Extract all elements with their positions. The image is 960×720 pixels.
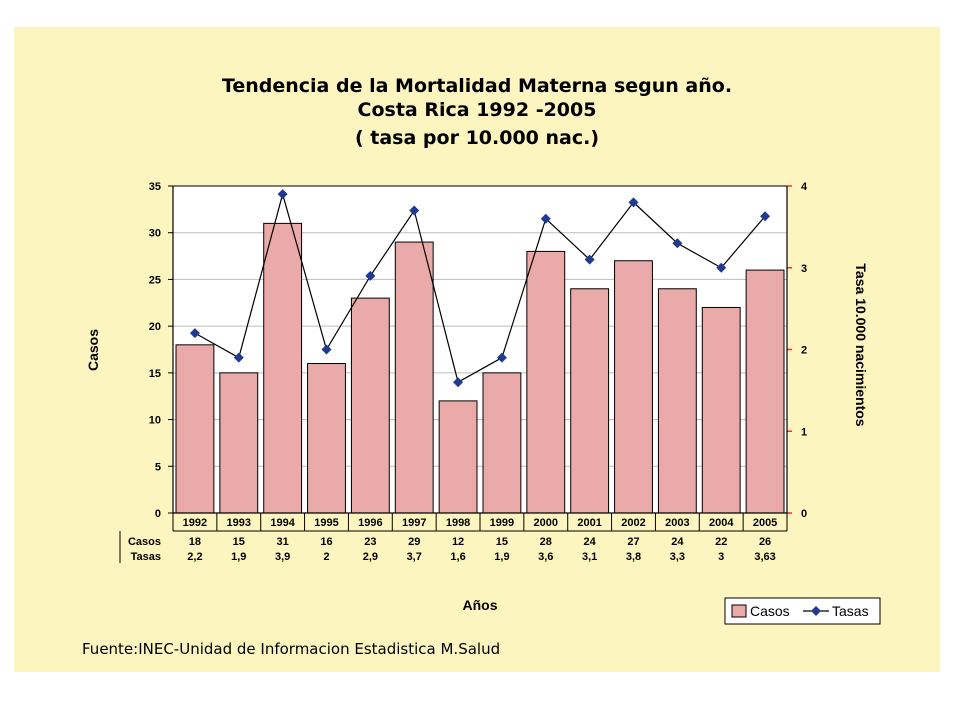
table-cell-casos: 27 xyxy=(627,536,639,548)
left-tick-label: 35 xyxy=(149,181,161,193)
legend-swatch-casos xyxy=(731,604,747,618)
legend-box xyxy=(724,597,881,625)
left-tick-label: 30 xyxy=(149,228,161,240)
category-label: 1992 xyxy=(183,517,207,529)
table-cell-tasas: 3,1 xyxy=(582,551,597,563)
category-label: 1993 xyxy=(227,517,251,529)
legend-label-tasas: Tasas xyxy=(832,603,869,619)
category-label: 2005 xyxy=(753,517,777,529)
table-cell-casos: 26 xyxy=(759,536,771,548)
bar xyxy=(263,222,303,514)
table-cell-tasas: 2,2 xyxy=(187,551,202,563)
table-cell-tasas: 3,9 xyxy=(275,551,290,563)
table-cell-casos: 31 xyxy=(277,536,289,548)
bar xyxy=(745,269,785,514)
right-tick-label: 3 xyxy=(801,263,807,275)
category-label: 1998 xyxy=(446,517,470,529)
tasas-marker xyxy=(760,211,771,222)
table-cell-casos: 18 xyxy=(189,536,201,548)
tasas-marker xyxy=(321,344,332,355)
table-cell-casos: 15 xyxy=(496,536,508,548)
category-label: 1997 xyxy=(402,517,426,529)
tasas-marker xyxy=(277,189,288,200)
bar xyxy=(526,250,566,514)
left-tick-label: 10 xyxy=(149,415,161,427)
chart-title-line2: Costa Rica 1992 -2005 xyxy=(357,99,597,121)
table-cell-casos: 15 xyxy=(233,536,245,548)
tasas-marker xyxy=(189,328,200,339)
legend-label-casos: Casos xyxy=(750,603,790,619)
bar xyxy=(657,288,697,514)
table-cell-tasas: 2 xyxy=(323,551,329,563)
tasas-marker xyxy=(672,238,683,249)
bar xyxy=(438,400,478,514)
category-label: 1994 xyxy=(270,517,295,529)
table-cell-tasas: 3,6 xyxy=(538,551,553,563)
left-tick-label: 5 xyxy=(155,461,161,473)
bar xyxy=(175,344,215,514)
table-cell-tasas: 3,8 xyxy=(626,551,641,563)
table-cell-casos: 28 xyxy=(540,536,552,548)
chart-title-line3: ( tasa por 10.000 nac.) xyxy=(354,127,600,149)
bar xyxy=(307,363,346,514)
table-cell-casos: 24 xyxy=(584,536,597,548)
table-cell-casos: 16 xyxy=(320,536,332,548)
table-cell-tasas: 3,3 xyxy=(670,551,685,563)
y2-axis-label: Tasa 10.000 nacimientos xyxy=(853,263,869,426)
bar xyxy=(394,241,434,514)
category-label: 1995 xyxy=(314,517,338,529)
tasas-marker xyxy=(628,197,639,208)
bar xyxy=(701,306,741,514)
source-note: Fuente:INEC-Unidad de Informacion Estadi… xyxy=(82,640,501,658)
category-label: 2002 xyxy=(621,517,645,529)
category-label: 2003 xyxy=(665,517,689,529)
table-cell-casos: 23 xyxy=(364,536,376,548)
table-row-label-casos: Casos xyxy=(128,536,161,548)
bar xyxy=(614,260,653,514)
category-label: 1996 xyxy=(358,517,382,529)
tasas-marker xyxy=(716,262,727,273)
left-tick-label: 15 xyxy=(149,368,161,380)
table-cell-tasas: 2,9 xyxy=(363,551,378,563)
tasas-marker xyxy=(365,270,376,281)
left-tick-label: 20 xyxy=(149,321,161,333)
table-cell-tasas: 3 xyxy=(718,551,724,563)
category-label: 2001 xyxy=(577,517,601,529)
bar xyxy=(482,372,522,514)
legend-marker-tasas xyxy=(811,606,821,616)
table-cell-tasas: 1,6 xyxy=(450,551,465,563)
table-cell-casos: 24 xyxy=(671,536,684,548)
table-cell-casos: 29 xyxy=(408,536,420,548)
table-cell-tasas: 1,9 xyxy=(494,551,509,563)
y-axis-label: Casos xyxy=(85,329,101,371)
x-axis-label: Años xyxy=(463,597,498,613)
right-tick-label: 0 xyxy=(801,508,807,520)
table-cell-tasas: 1,9 xyxy=(231,551,246,563)
bar xyxy=(570,288,610,514)
right-tick-label: 1 xyxy=(801,426,807,438)
tasas-line xyxy=(194,191,766,384)
tasas-marker xyxy=(453,377,464,388)
left-tick-label: 0 xyxy=(155,508,161,520)
tasas-marker xyxy=(540,213,551,224)
category-label: 2004 xyxy=(709,517,734,529)
table-cell-casos: 22 xyxy=(715,536,727,548)
table-cell-casos: 12 xyxy=(452,536,464,548)
table-cell-tasas: 3,63 xyxy=(754,551,775,563)
tasas-marker xyxy=(409,205,420,216)
tasas-marker xyxy=(496,352,507,363)
bar xyxy=(219,372,259,514)
left-tick-label: 25 xyxy=(149,274,161,286)
right-tick-label: 4 xyxy=(801,181,808,193)
category-label: 1999 xyxy=(490,517,514,529)
table-row-label-tasas: Tasas xyxy=(131,551,161,563)
category-label: 2000 xyxy=(534,517,558,529)
bar xyxy=(350,297,390,514)
tasas-marker xyxy=(233,352,244,363)
right-tick-label: 2 xyxy=(801,345,807,357)
chart-title-line1: Tendencia de la Mortalidad Materna segun… xyxy=(221,75,733,97)
table-cell-tasas: 3,7 xyxy=(407,551,422,563)
tasas-marker xyxy=(584,254,595,265)
